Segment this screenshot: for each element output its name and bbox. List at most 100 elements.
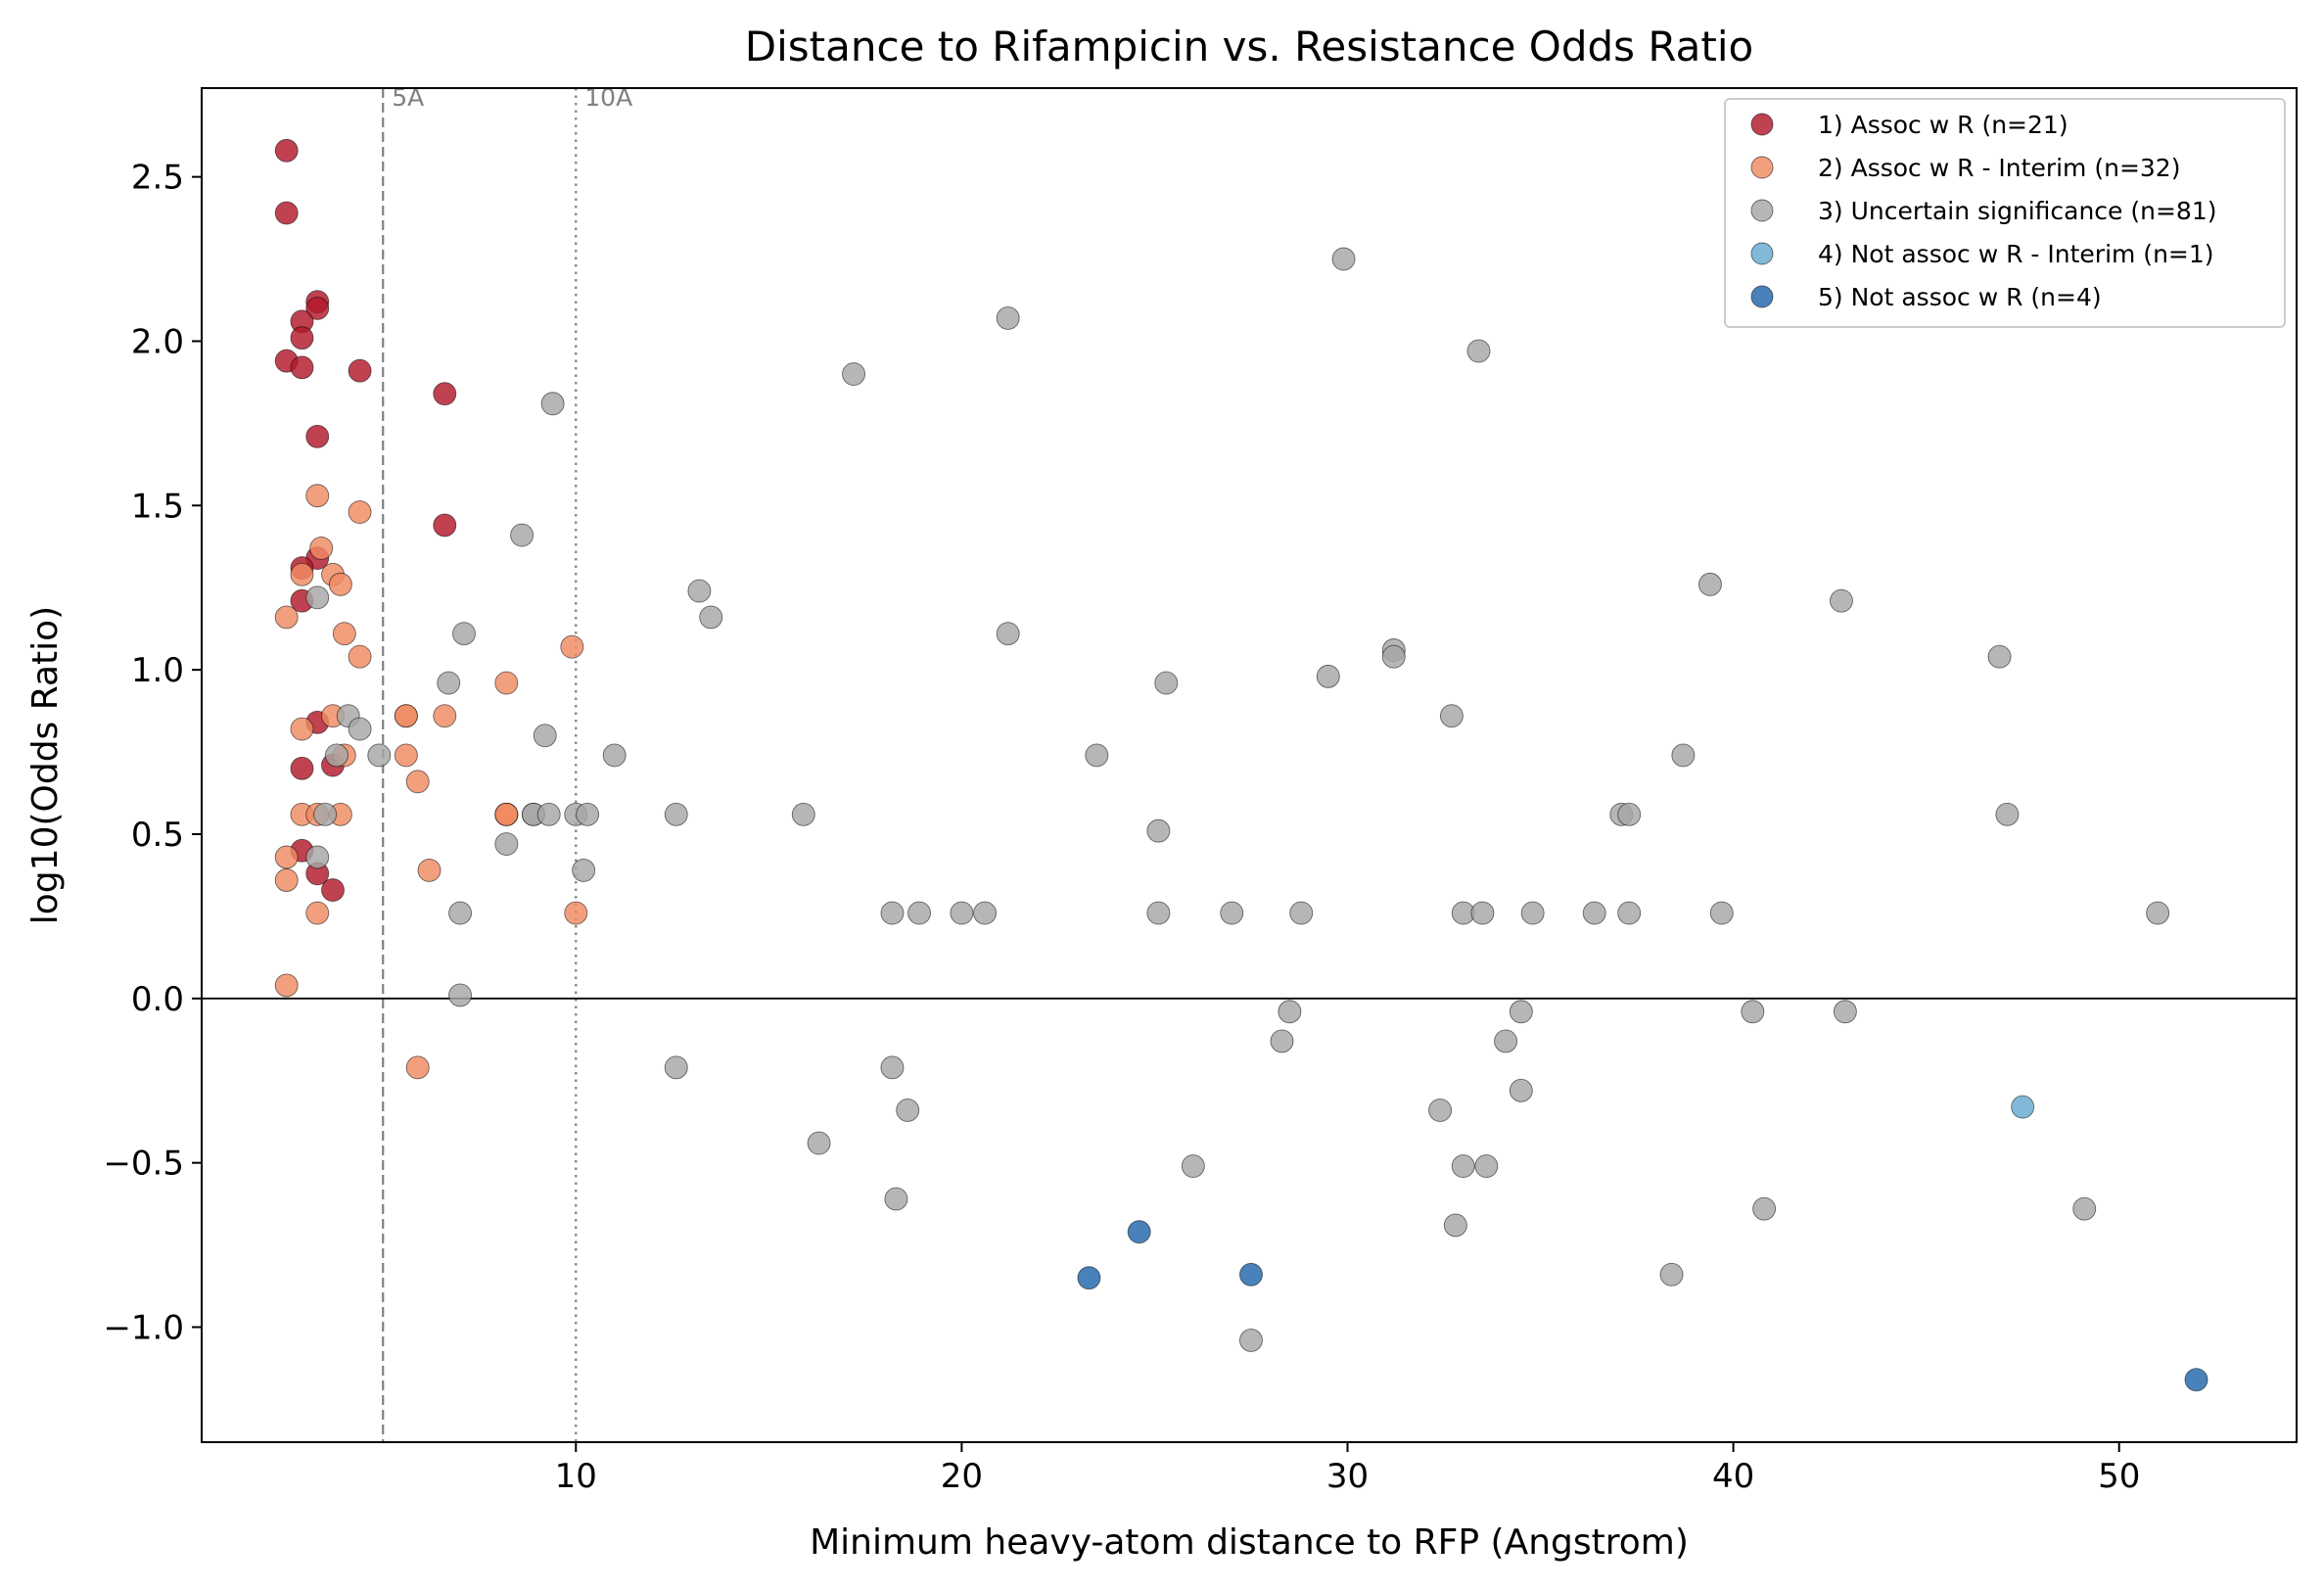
y-tick-label-5: 1.5 xyxy=(131,487,184,526)
chart-title: Distance to Rifampicin vs. Resistance Od… xyxy=(745,23,1753,70)
legend-marker-5 xyxy=(1750,285,1774,308)
data-point-s3-6 xyxy=(305,845,330,869)
data-point-s1-9 xyxy=(433,382,457,406)
data-point-s3-27 xyxy=(807,1131,831,1155)
data-point-s2-9 xyxy=(560,634,584,659)
data-point-s3-23 xyxy=(664,1055,688,1080)
data-point-s5-0 xyxy=(1077,1266,1101,1290)
data-point-s3-73 xyxy=(1752,1196,1777,1221)
data-point-s2-12 xyxy=(394,704,418,728)
x-tick-label-40: 40 xyxy=(1712,1457,1754,1496)
data-point-s2-0 xyxy=(305,484,330,508)
data-point-s3-36 xyxy=(996,306,1020,330)
x-tick-label-20: 20 xyxy=(941,1457,983,1496)
y-tick-label-7: 2.5 xyxy=(131,159,184,198)
x-tick-label-10: 10 xyxy=(555,1457,597,1496)
data-point-s3-28 xyxy=(842,362,865,386)
axes: 10 20 30 40 50 −1.0 −0.5 0.0 0.5 1.0 1.5 2.0 2.5 xyxy=(103,87,2298,1496)
data-point-s4-0 xyxy=(2011,1095,2035,1119)
data-point-s3-5 xyxy=(313,802,338,826)
x-axis-title: Minimum heavy-atom distance to RFP (Angs… xyxy=(810,1522,1689,1563)
legend-marker-3 xyxy=(1750,199,1774,222)
data-point-s3-26 xyxy=(791,802,815,826)
data-point-s2-31 xyxy=(405,1055,430,1080)
data-point-s1-10 xyxy=(305,424,330,448)
data-point-s3-56 xyxy=(1451,1154,1475,1178)
data-point-s3-34 xyxy=(950,901,974,925)
data-point-s1-8 xyxy=(348,358,372,383)
legend-label-5: 5) Not assoc w R (n=4) xyxy=(1818,283,2102,311)
data-point-s3-78 xyxy=(2072,1196,2097,1221)
data-point-s3-0 xyxy=(305,585,330,610)
data-point-s3-76 xyxy=(1987,644,2012,669)
data-point-s3-61 xyxy=(1509,1000,1533,1024)
data-point-s2-2 xyxy=(309,537,334,560)
data-point-s3-18 xyxy=(576,802,600,826)
data-point-s3-21 xyxy=(602,743,627,768)
data-point-s1-16 xyxy=(290,756,314,780)
data-point-s1-0 xyxy=(274,138,299,163)
data-point-s2-10 xyxy=(494,671,519,695)
data-point-s2-30 xyxy=(274,973,299,998)
data-point-s5-3 xyxy=(2184,1368,2208,1392)
data-point-s5-1 xyxy=(1127,1220,1151,1244)
data-point-s1-11 xyxy=(433,513,457,538)
y-tick-label-1: −0.5 xyxy=(103,1145,184,1184)
data-point-s2-29 xyxy=(564,901,588,925)
legend-label-3: 3) Uncertain significance (n=81) xyxy=(1818,197,2216,225)
data-point-s3-75 xyxy=(1833,1000,1857,1024)
data-point-s3-52 xyxy=(1428,1099,1453,1122)
data-point-s3-67 xyxy=(1617,901,1642,925)
data-point-s3-20 xyxy=(494,832,519,857)
data-point-s3-11 xyxy=(510,523,535,547)
data-point-s3-45 xyxy=(1270,1029,1294,1053)
data-point-s3-16 xyxy=(536,802,561,826)
data-point-s3-13 xyxy=(533,724,557,748)
data-point-s3-2 xyxy=(348,717,372,741)
data-point-s2-17 xyxy=(394,743,418,768)
data-point-s2-26 xyxy=(274,868,299,892)
data-point-s3-71 xyxy=(1709,901,1734,925)
data-point-s3-51 xyxy=(1381,644,1406,669)
data-point-s3-68 xyxy=(1659,1262,1684,1287)
data-point-s3-64 xyxy=(1582,901,1606,925)
data-point-s2-25 xyxy=(274,845,299,869)
data-point-s3-60 xyxy=(1494,1029,1518,1053)
data-point-s3-30 xyxy=(880,1055,905,1080)
data-point-s3-66 xyxy=(1617,802,1642,826)
data-point-s3-54 xyxy=(1443,1213,1467,1238)
data-point-s3-33 xyxy=(907,901,931,925)
data-points xyxy=(274,138,2208,1392)
data-point-s3-59 xyxy=(1474,1154,1499,1178)
data-point-s3-41 xyxy=(1154,671,1179,695)
legend-label-4: 4) Not assoc w R - Interim (n=1) xyxy=(1818,240,2214,268)
data-point-s5-2 xyxy=(1239,1262,1263,1287)
data-point-s2-7 xyxy=(332,622,356,646)
y-tick-label-3: 0.5 xyxy=(131,816,184,855)
data-point-s3-69 xyxy=(1671,743,1696,768)
y-axis-title: log10(Odds Ratio) xyxy=(25,606,66,924)
data-point-s2-13 xyxy=(433,704,457,728)
legend-marker-1 xyxy=(1750,113,1774,136)
y-tick-label-6: 2.0 xyxy=(131,322,184,361)
data-point-s3-77 xyxy=(1995,802,2020,826)
data-point-s2-24 xyxy=(494,802,519,826)
x-tick-label-50: 50 xyxy=(2098,1457,2140,1496)
data-point-s3-53 xyxy=(1439,704,1464,728)
data-point-s1-5 xyxy=(290,326,314,351)
legend-marker-4 xyxy=(1750,242,1774,265)
data-point-s2-4 xyxy=(290,562,314,586)
data-point-s3-57 xyxy=(1466,339,1491,363)
data-point-s3-8 xyxy=(452,622,476,646)
data-point-s3-31 xyxy=(884,1187,908,1211)
data-point-s3-44 xyxy=(1239,1328,1263,1352)
plot-frame xyxy=(201,87,2298,1443)
data-point-s3-42 xyxy=(1181,1154,1205,1178)
data-point-s2-1 xyxy=(348,500,372,524)
data-point-s2-18 xyxy=(405,770,430,794)
y-tick-label-4: 1.0 xyxy=(131,651,184,690)
y-tick-label-0: −1.0 xyxy=(103,1309,184,1348)
data-point-s2-15 xyxy=(290,717,314,741)
data-point-s1-1 xyxy=(274,201,299,225)
